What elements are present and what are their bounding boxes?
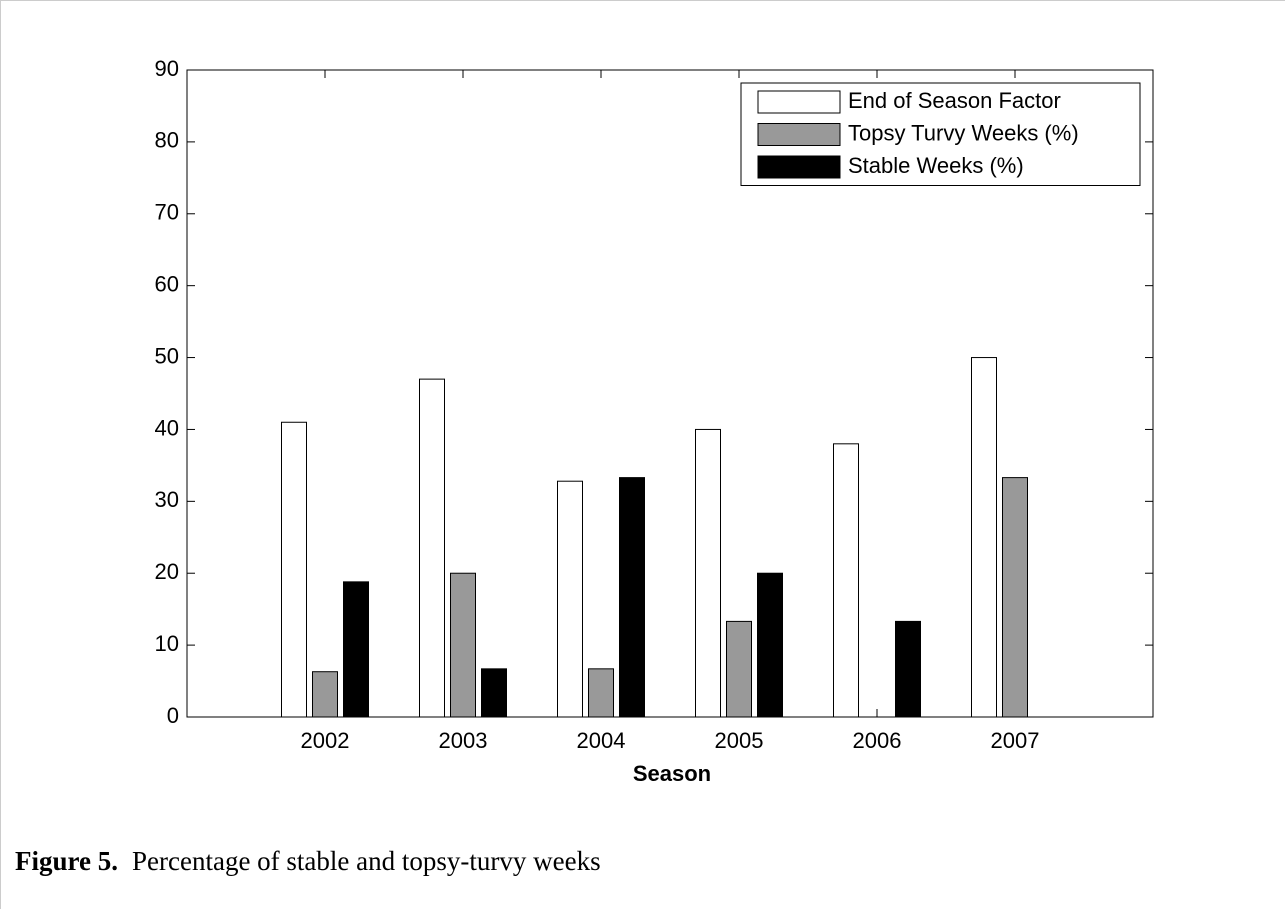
- x-tick-label: 2002: [301, 728, 350, 753]
- bar: [312, 671, 338, 718]
- legend-swatch: [757, 155, 841, 179]
- legend-label: Topsy Turvy Weeks (%): [848, 120, 1079, 145]
- x-axis-label: Season: [633, 761, 711, 786]
- bar: [343, 581, 369, 718]
- y-tick-label: 40: [155, 415, 179, 440]
- y-tick-label: 60: [155, 271, 179, 296]
- bar: [450, 572, 476, 718]
- y-tick-label: 0: [167, 703, 179, 728]
- caption-text: Percentage of stable and topsy-turvy wee…: [132, 846, 601, 876]
- bar: [619, 477, 645, 718]
- bar: [757, 572, 783, 718]
- y-tick-label: 10: [155, 631, 179, 656]
- legend-label: Stable Weeks (%): [848, 153, 1024, 178]
- y-tick-label: 80: [155, 128, 179, 153]
- bar: [971, 357, 997, 718]
- bar: [419, 378, 445, 718]
- bar: [281, 421, 307, 718]
- bar: [557, 480, 583, 718]
- x-tick-label: 2005: [715, 728, 764, 753]
- plot-frame: [186, 69, 1154, 718]
- bar: [726, 620, 752, 718]
- y-tick-label: 20: [155, 559, 179, 584]
- x-tick-label: 2003: [439, 728, 488, 753]
- caption-label: Figure 5.: [15, 846, 118, 876]
- bar: [1002, 477, 1028, 718]
- bar: [588, 668, 614, 718]
- caption: Figure 5. Percentage of stable and topsy-…: [15, 846, 601, 876]
- bar: [895, 620, 921, 718]
- bar: [695, 428, 721, 718]
- legend-swatch: [757, 123, 841, 146]
- y-tick-label: 70: [155, 200, 179, 225]
- y-tick-label: 90: [155, 56, 179, 81]
- x-tick-label: 2006: [853, 728, 902, 753]
- legend-swatch: [757, 90, 841, 114]
- legend-label: End of Season Factor: [848, 88, 1061, 113]
- y-tick-label: 50: [155, 343, 179, 368]
- x-tick-label: 2007: [991, 728, 1040, 753]
- y-tick-label: 30: [155, 487, 179, 512]
- x-tick-label: 2004: [577, 728, 626, 753]
- bar: [481, 668, 507, 718]
- bar: [833, 443, 859, 718]
